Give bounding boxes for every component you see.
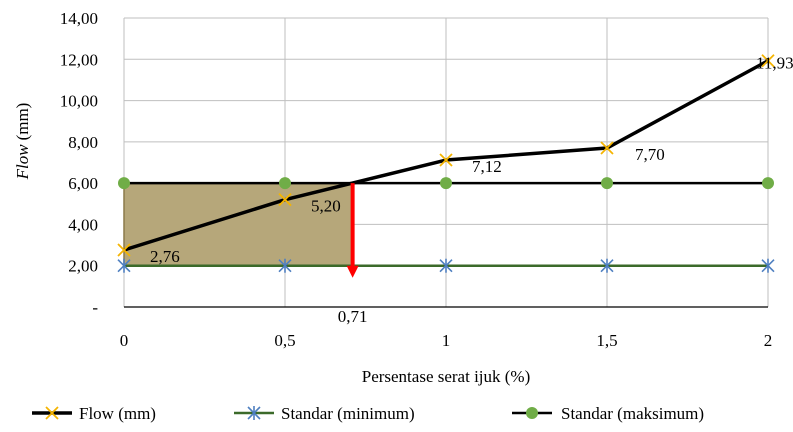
annotation: 0,71 <box>321 183 384 329</box>
data-point <box>601 177 613 190</box>
y-tick-label: 14,00 <box>60 9 98 28</box>
y-axis-title: Flow (mm) <box>13 103 32 181</box>
y-axis-title-unit: (mm) <box>13 103 32 141</box>
data-label: 7,12 <box>472 157 502 176</box>
legend-marker <box>526 407 538 419</box>
y-tick-label: 10,00 <box>60 92 98 111</box>
data-label: 5,20 <box>311 197 341 216</box>
legend-item-flow: Flow (mm) <box>32 404 156 423</box>
y-tick-label: 12,00 <box>60 50 98 69</box>
legend: Flow (mm) Standar (minimum) Standar (mak… <box>32 404 704 423</box>
series-0 <box>117 54 775 257</box>
x-tick-label: 2 <box>764 331 773 350</box>
data-point <box>278 193 292 207</box>
axes: - 2,00 4,00 6,00 8,00 10,00 12,00 14,00 0 0,5 1 1,5… <box>60 9 773 350</box>
data-point <box>600 258 614 273</box>
shaded-region <box>123 182 354 267</box>
x-axis-title: Persentase serat ijuk (%) <box>362 367 531 386</box>
annotation-label: 0,71 <box>338 307 368 326</box>
legend-symbol-flow <box>32 406 72 420</box>
legend-label-standar-maksimum: Standar (maksimum) <box>561 404 704 423</box>
legend-item-standar-maksimum: Standar (maksimum) <box>512 404 704 423</box>
data-label: 7,70 <box>635 145 665 164</box>
data-point <box>118 177 130 190</box>
legend-label-standar-minimum: Standar (minimum) <box>281 404 415 423</box>
data-point <box>279 177 291 190</box>
legend-marker <box>45 406 59 420</box>
x-tick-label: 0 <box>120 331 129 350</box>
legend-label-flow: Flow (mm) <box>79 404 156 423</box>
legend-item-standar-minimum: Standar (minimum) <box>234 404 415 423</box>
data-point <box>439 258 453 273</box>
x-tick-label: 1 <box>442 331 451 350</box>
y-tick-label: 6,00 <box>68 174 98 193</box>
data-point <box>440 177 452 190</box>
data-label: 11,93 <box>756 54 793 73</box>
series-1 <box>117 258 775 273</box>
legend-symbol-standar-maksimum <box>512 407 552 419</box>
y-axis-title-italic: Flow <box>13 144 32 181</box>
y-tick-label: - <box>92 298 98 317</box>
data-point <box>761 258 775 273</box>
data-point <box>600 141 614 155</box>
y-tick-label: 2,00 <box>68 257 98 276</box>
legend-symbol-standar-minimum <box>234 406 274 420</box>
data-point <box>117 258 131 273</box>
data-point <box>117 243 131 257</box>
x-tick-label: 1,5 <box>596 331 617 350</box>
legend-marker <box>247 406 261 420</box>
data-point <box>439 153 453 167</box>
annotation-label-box <box>321 297 384 329</box>
data-point <box>761 54 775 68</box>
series-2 <box>118 177 774 190</box>
series-lines <box>117 54 775 273</box>
data-label: 2,76 <box>150 247 180 266</box>
data-point <box>278 258 292 273</box>
x-tick-label: 0,5 <box>274 331 295 350</box>
data-point <box>762 177 774 190</box>
annotation-arrow-head <box>346 265 359 278</box>
y-tick-label: 8,00 <box>68 133 98 152</box>
y-tick-label: 4,00 <box>68 215 98 234</box>
shaded-region-rect <box>123 182 354 267</box>
data-labels: 2,76 5,20 7,12 7,70 11,93 <box>150 54 793 266</box>
